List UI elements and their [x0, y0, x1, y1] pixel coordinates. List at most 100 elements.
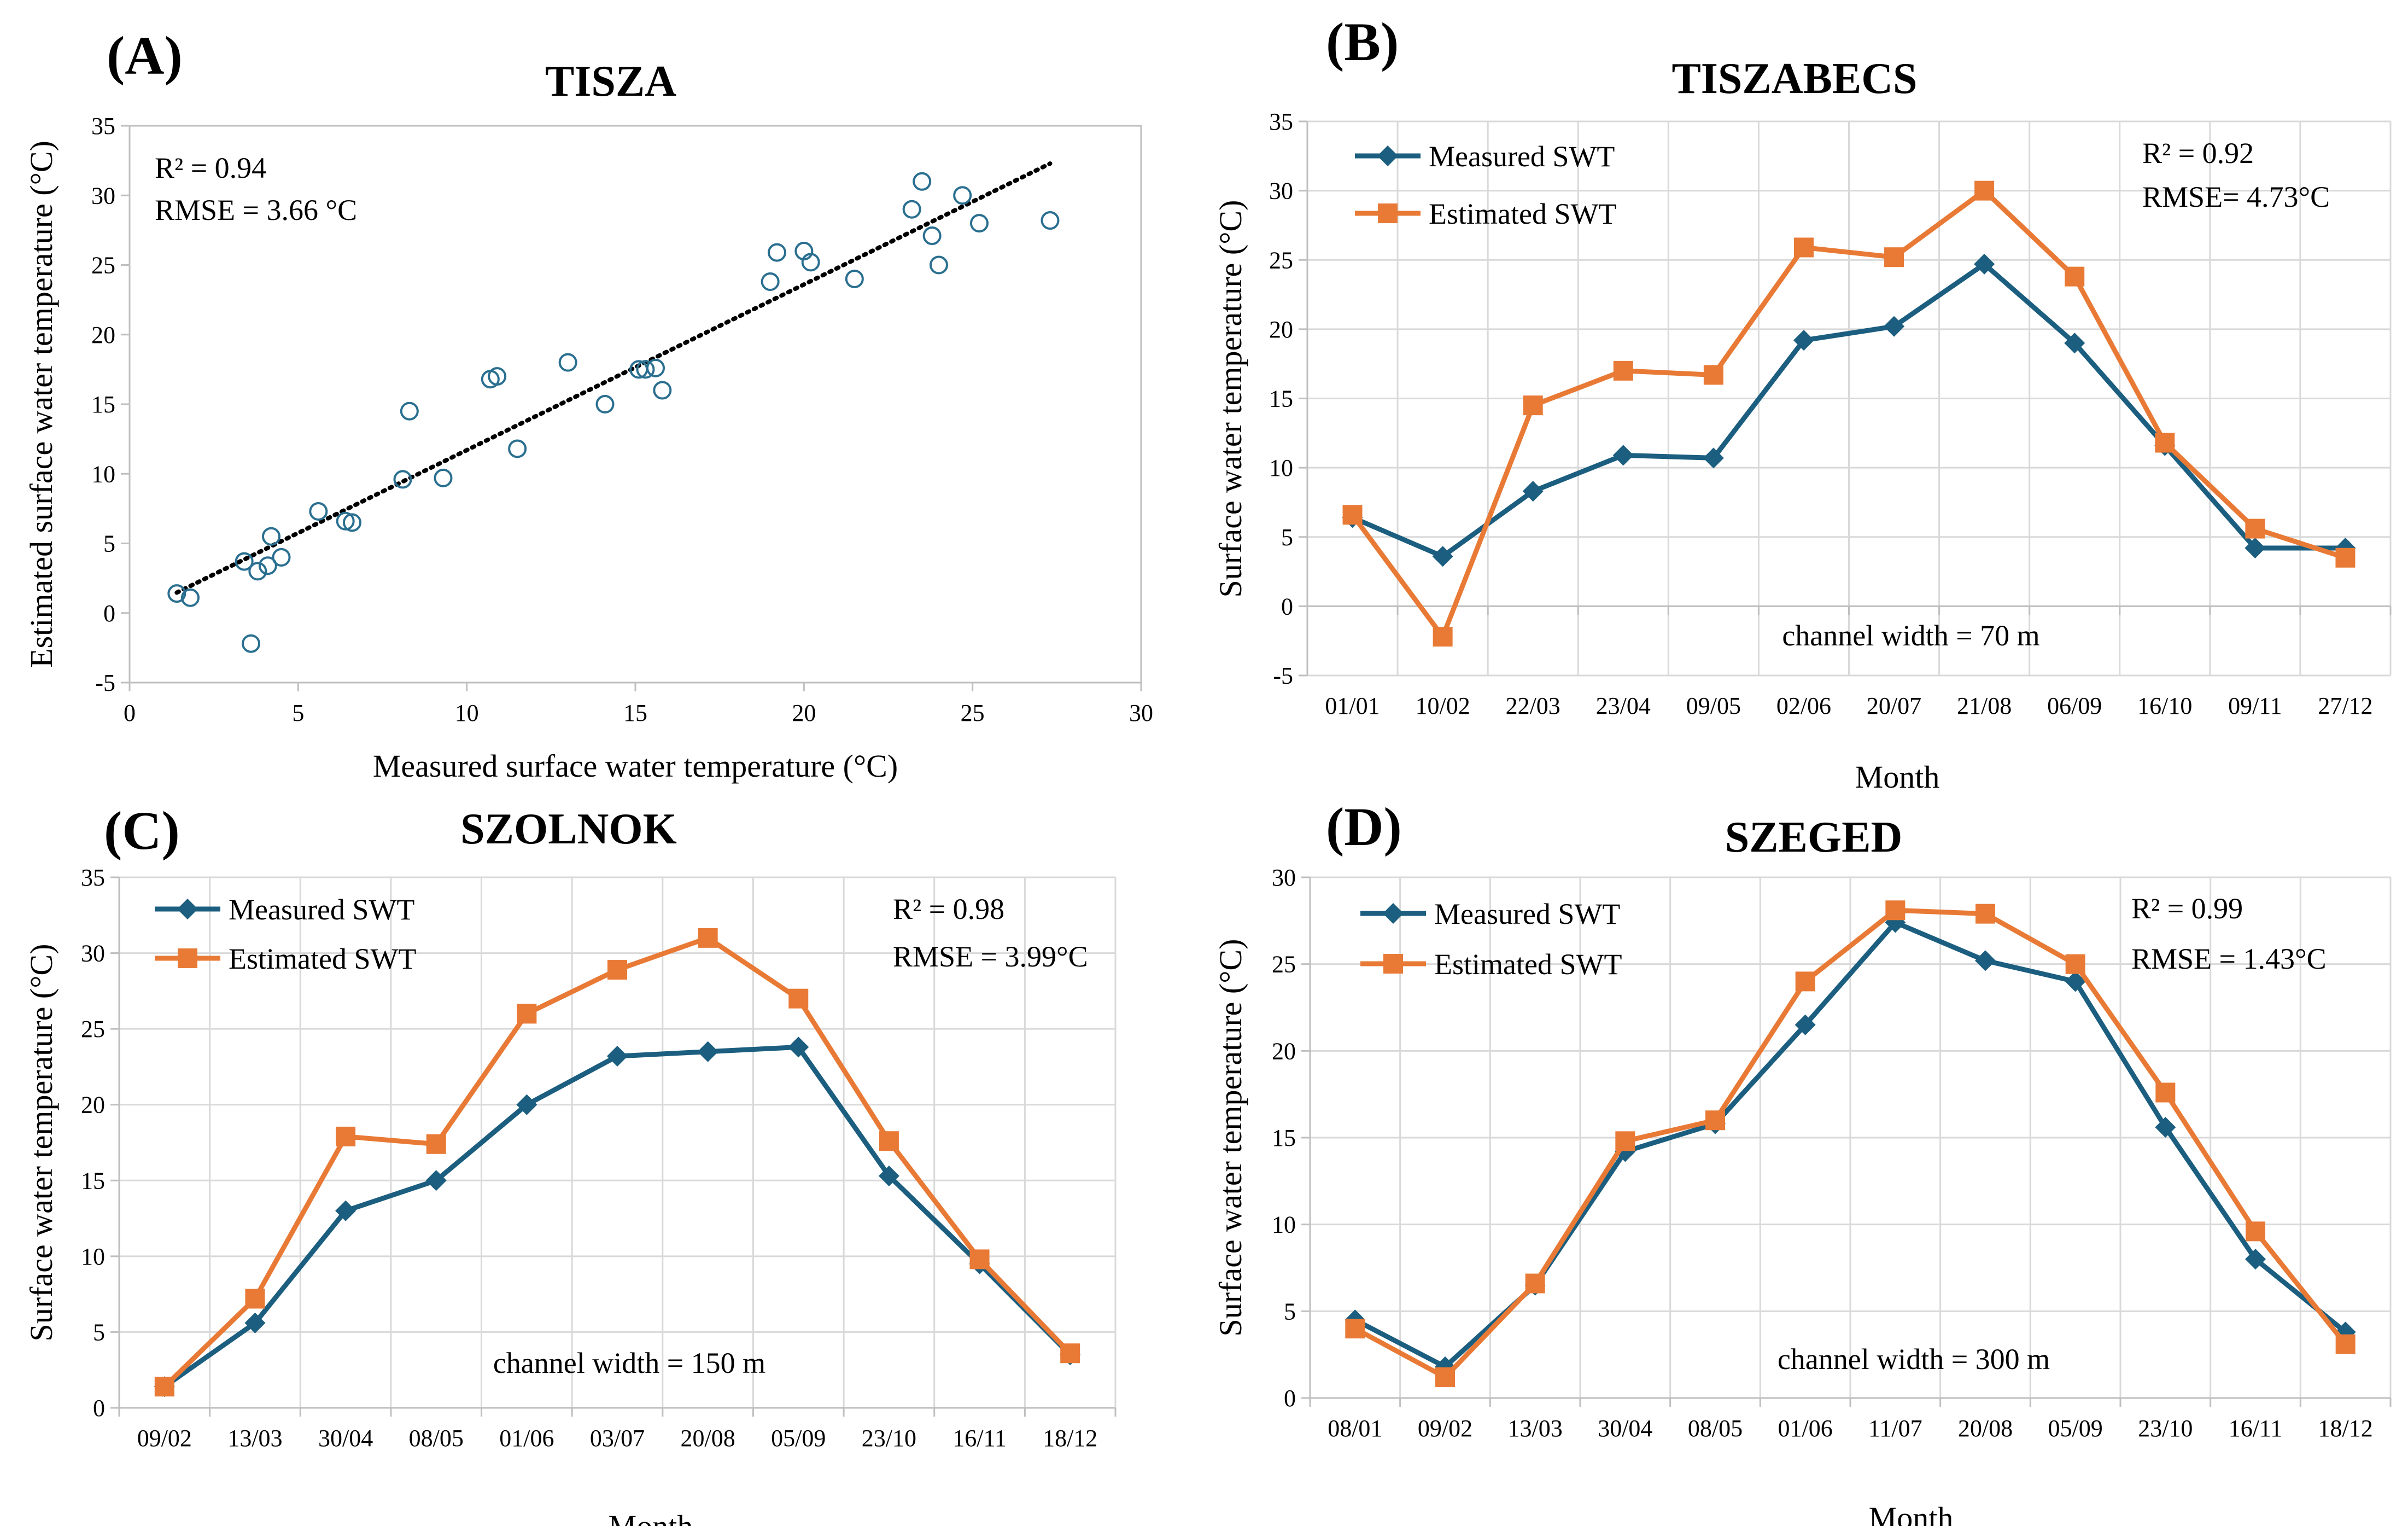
rmse-label: RMSE = 3.66 °C [155, 194, 357, 226]
x-tick-label: 23/10 [862, 1425, 916, 1452]
y-tick-label: 20 [1269, 316, 1293, 343]
x-tick-label: 22/03 [1506, 692, 1560, 719]
legend-label-estimated: Estimated SWT [229, 942, 416, 975]
data-point-measured [1522, 481, 1544, 502]
scatter-point [167, 584, 186, 603]
data-point-estimated [607, 960, 627, 980]
x-tick-label: 09/11 [2228, 692, 2282, 719]
x-tick-label: 08/01 [1328, 1415, 1382, 1442]
y-tick-label: 25 [91, 252, 115, 279]
y-tick-label: -5 [1273, 662, 1293, 689]
legend-marker-measured [177, 899, 198, 919]
data-point-measured [1793, 330, 1814, 351]
y-tick-label: 5 [1284, 1298, 1296, 1325]
x-tick-label: 20 [792, 700, 816, 726]
scatter-point [913, 172, 932, 191]
scatter-point [636, 360, 655, 379]
scatter-point [262, 527, 280, 546]
x-tick-label: 11/07 [1868, 1415, 1922, 1442]
scatter-point [1041, 211, 1060, 230]
data-point-estimated [1795, 971, 1815, 992]
y-tick-label: 20 [91, 322, 115, 348]
y-tick-label: 0 [93, 1395, 105, 1422]
x-tick-label: 20/08 [1958, 1415, 2013, 1442]
x-axis-title: Measured surface water temperature (°C) [373, 748, 898, 784]
legend-label-measured: Measured SWT [1429, 140, 1615, 173]
data-point-measured [1795, 1014, 1816, 1035]
data-point-estimated [788, 988, 809, 1009]
y-tick-label: 35 [91, 113, 115, 139]
data-point-measured [607, 1046, 628, 1067]
data-point-estimated [1433, 627, 1453, 647]
y-tick-label: -5 [95, 669, 115, 696]
data-point-estimated [2245, 519, 2265, 539]
scatter-point [653, 381, 672, 400]
y-tick-label: 30 [81, 940, 105, 967]
scatter-point [434, 468, 453, 487]
x-tick-label: 09/05 [1686, 692, 1741, 719]
x-tick-label: 25 [961, 700, 985, 726]
data-point-estimated [2065, 266, 2085, 287]
data-point-estimated [2335, 548, 2356, 568]
data-point-estimated [1613, 360, 1633, 381]
channel-width-note: channel width = 150 m [493, 1347, 765, 1379]
chart-title: SZEGED [1725, 813, 1903, 861]
scatter-point [761, 272, 780, 292]
scatter-point [595, 395, 615, 413]
data-point-measured [2245, 1249, 2266, 1270]
data-point-estimated [2155, 1082, 2176, 1103]
scatter-point [646, 358, 665, 377]
x-tick-label: 18/12 [1043, 1425, 1097, 1452]
chart-title: SZOLNOK [460, 805, 677, 853]
data-point-measured [516, 1094, 537, 1115]
scatter-point [768, 243, 786, 262]
x-tick-label: 16/11 [2229, 1415, 2283, 1442]
data-point-estimated [969, 1249, 990, 1269]
x-tick-label: 20/08 [681, 1425, 735, 1452]
scatter-point [902, 200, 921, 219]
legend-marker-measured [1383, 903, 1404, 924]
scatter-point [272, 548, 291, 567]
x-axis-title: Month [609, 1508, 693, 1526]
channel-width-note: channel width = 70 m [1782, 619, 2039, 652]
x-tick-label: 15 [623, 700, 647, 726]
data-point-measured [878, 1165, 899, 1186]
data-point-measured [2155, 1116, 2176, 1138]
y-tick-label: 5 [93, 1319, 105, 1346]
data-point-measured [425, 1170, 447, 1191]
scatter-point [970, 214, 989, 233]
data-point-estimated [154, 1377, 174, 1397]
data-point-estimated [1974, 180, 1995, 201]
y-tick-label: 25 [81, 1016, 105, 1042]
x-tick-label: 30/04 [1598, 1415, 1652, 1442]
series-line-estimated [1350, 188, 2346, 639]
y-tick-label: 0 [103, 600, 115, 627]
data-point-measured [2064, 333, 2085, 354]
data-point-estimated [2246, 1221, 2265, 1242]
y-tick-label: 5 [103, 531, 115, 557]
x-tick-label: 16/11 [952, 1425, 1007, 1452]
x-tick-label: 20/07 [1867, 692, 1921, 719]
y-tick-label: 20 [1272, 1038, 1296, 1064]
scatter-point [953, 186, 972, 205]
scatter-point [393, 470, 412, 489]
data-point-estimated [1523, 395, 1543, 416]
data-point-estimated [517, 1004, 537, 1024]
scatter-point [343, 513, 361, 532]
legend-label-measured: Measured SWT [1434, 898, 1620, 930]
y-tick-label: 10 [81, 1243, 105, 1270]
data-point-estimated [1703, 365, 1723, 385]
data-point-estimated [1615, 1131, 1635, 1151]
scatter-point [845, 269, 864, 288]
y-tick-label: 25 [1269, 247, 1293, 273]
legend-marker-estimated [178, 948, 197, 968]
data-point-estimated [1705, 1110, 1725, 1131]
y-tick-label: 20 [81, 1092, 105, 1119]
scatter-point [258, 556, 277, 575]
y-axis-title: Surface water temperature (°C) [1213, 200, 1248, 598]
data-point-estimated [2155, 433, 2175, 453]
y-tick-label: 10 [1269, 455, 1293, 481]
x-tick-label: 06/09 [2047, 692, 2102, 719]
data-point-estimated [1525, 1273, 1545, 1294]
panel-label: (A) [107, 25, 183, 86]
